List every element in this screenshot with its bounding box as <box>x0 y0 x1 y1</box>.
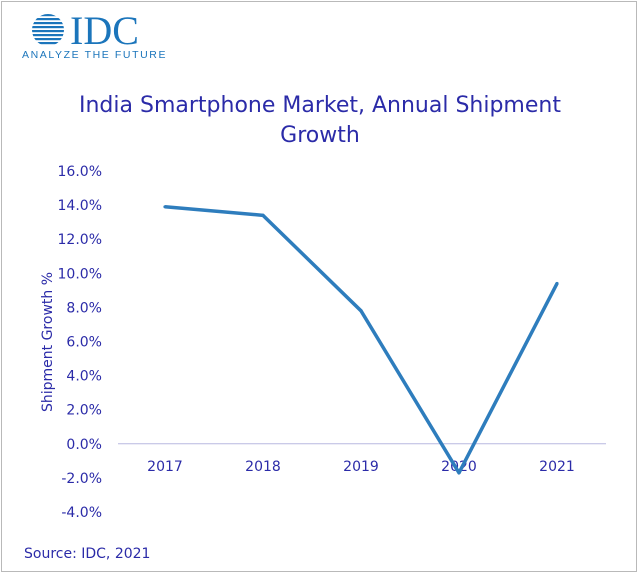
y-tick-label: 14.0% <box>58 198 102 214</box>
y-tick-label: 2.0% <box>66 403 102 419</box>
chart-title-line-1: India Smartphone Market, Annual Shipment <box>79 93 561 118</box>
y-tick-label: 8.0% <box>66 300 102 316</box>
series-point <box>457 471 461 475</box>
y-tick-label: 12.0% <box>58 232 102 248</box>
x-tick-label: 2019 <box>343 459 379 475</box>
idc-globe-icon <box>32 14 64 45</box>
y-tick-label: -4.0% <box>61 505 102 521</box>
x-tick-label: 2020 <box>441 459 477 475</box>
source-note: Source: IDC, 2021 <box>24 546 150 562</box>
series-point <box>359 309 363 313</box>
y-tick-label: 16.0% <box>58 164 102 180</box>
brand-tagline: ANALYZE THE FUTURE <box>22 49 167 61</box>
y-tick-labels: 16.0% 14.0% 12.0% 10.0% 8.0% 6.0% 4.0% 2.0% 0.0%… <box>58 164 102 521</box>
series-point <box>163 205 167 209</box>
x-tick-labels: 2017 2018 2019 2020 2021 <box>147 459 575 475</box>
brand-name: IDC <box>70 8 139 53</box>
y-tick-label: 10.0% <box>58 266 102 282</box>
y-axis-label: Shipment Growth % <box>40 272 56 412</box>
chart-title-line-2: Growth <box>280 123 360 148</box>
x-tick-label: 2018 <box>245 459 281 475</box>
x-tick-label: 2017 <box>147 459 183 475</box>
x-tick-label: 2021 <box>539 459 575 475</box>
y-tick-label: 6.0% <box>66 335 102 351</box>
series-group <box>163 205 559 475</box>
series-point <box>261 213 265 217</box>
y-tick-label: 0.0% <box>66 437 102 453</box>
series-line <box>164 205 559 475</box>
y-tick-label: 4.0% <box>66 369 102 385</box>
series-point <box>555 281 559 286</box>
y-tick-label: -2.0% <box>61 471 102 487</box>
